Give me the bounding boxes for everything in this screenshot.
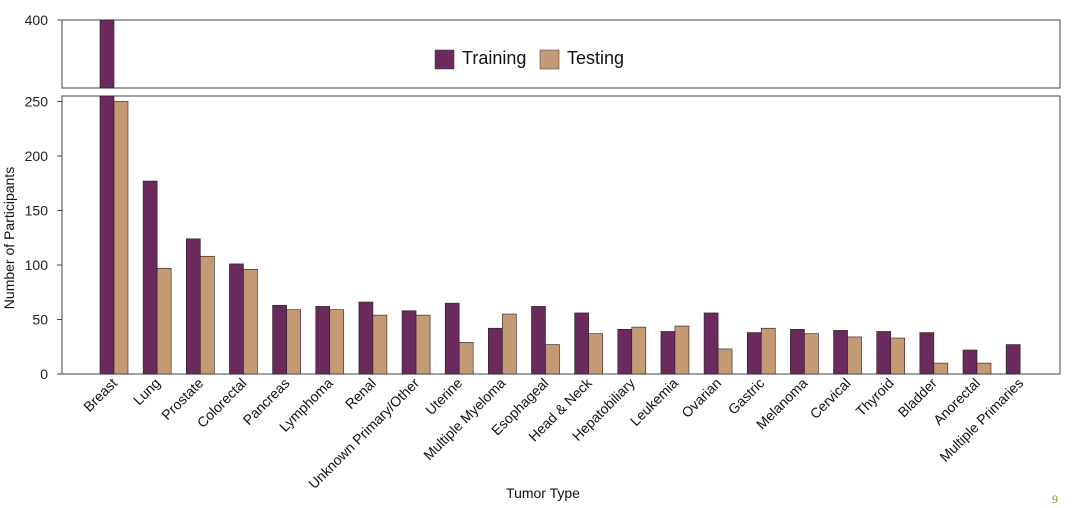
bar-training-renal [358, 301, 374, 375]
bar-training-prostate [186, 238, 201, 375]
x-category-label: Uterine [422, 375, 465, 418]
bar-training-head-neck [574, 312, 589, 375]
bar-training-breast-lower [99, 95, 115, 375]
bar-testing-renal [372, 314, 388, 375]
y-axis-ticks: 0 50 100 150 200 250 400 [25, 12, 62, 382]
bar-training-uterine [444, 302, 460, 375]
x-category-label: Gastric [725, 375, 768, 418]
bar-testing-head-neck [588, 333, 603, 375]
bar-training-hepatobiliary [617, 329, 633, 375]
x-axis-title: Tumor Type [506, 485, 580, 501]
bar-testing-breast [113, 101, 129, 375]
x-category-label: Lung [130, 375, 163, 408]
bar-training-pancreas [272, 305, 287, 375]
bar-training-lymphoma [315, 306, 331, 375]
bar-testing-colorectal [243, 269, 258, 375]
legend: Training Testing [434, 48, 624, 70]
bar-training-cervical [833, 330, 848, 375]
legend-swatch-testing [539, 49, 560, 70]
bar-testing-gastric [760, 327, 776, 375]
bar-training-gastric [746, 332, 762, 375]
y-tick-label: 0 [40, 366, 48, 382]
x-category-label: Breast [80, 375, 120, 415]
x-category-label: Renal [342, 375, 379, 412]
bar-testing-prostate [200, 255, 215, 375]
bar-testing-cervical [847, 336, 862, 375]
y-tick-label: 150 [25, 202, 49, 218]
bar-training-ovarian [703, 312, 719, 375]
lower-plot-frame [61, 95, 1061, 375]
bar-testing-hepatobiliary [631, 326, 647, 375]
bar-training-anorectal [962, 349, 978, 375]
x-category-label: Leukemia [627, 375, 681, 429]
bar-testing-ovarian [717, 348, 733, 375]
bar-training-multiple-myeloma [488, 327, 503, 375]
bar-training-bladder [919, 332, 935, 375]
y-tick-label: 100 [25, 257, 49, 273]
bar-training-esophageal [531, 306, 546, 375]
bar-testing-pancreas [286, 309, 301, 375]
bar-testing-melanoma [804, 333, 819, 375]
bar-testing-bladder [933, 362, 949, 375]
bar-testing-thyroid [890, 337, 906, 375]
bar-testing-esophageal [545, 344, 560, 375]
x-category-label: Ovarian [678, 375, 724, 421]
bar-training-colorectal [229, 263, 244, 375]
y-tick-label: 50 [32, 311, 48, 327]
x-category-label: Cervical [807, 375, 854, 422]
bar-testing-uterine [458, 342, 474, 375]
bar-testing-lymphoma [329, 309, 345, 375]
bar-training-lung [142, 180, 158, 375]
upper-plot-frame [61, 19, 1061, 89]
page-number: 9 [1052, 492, 1058, 506]
bars-group [99, 19, 1021, 375]
bar-testing-unknown-primary-other [415, 314, 431, 375]
bar-testing-lung [156, 267, 172, 375]
bar-training-multiple-primaries [1005, 344, 1021, 375]
legend-swatch-training [434, 49, 455, 70]
y-tick-label: 250 [25, 93, 49, 109]
bar-testing-leukemia [674, 325, 690, 375]
y-axis-title: Number of Participants [1, 167, 17, 309]
y-tick-label: 200 [25, 148, 49, 164]
y-tick-label: 400 [25, 12, 49, 28]
bar-testing-multiple-myeloma [502, 313, 517, 375]
bar-training-leukemia [660, 331, 676, 375]
bar-training-thyroid [876, 331, 892, 375]
x-axis-category-labels: Breast LungProstateColorectalPancreasLymp… [80, 374, 1026, 492]
bar-training-unknown-primary-other [401, 310, 417, 375]
legend-label-training: Training [462, 48, 526, 68]
bar-training-breast-upper [99, 19, 115, 89]
x-category-label: Thyroid [852, 375, 896, 419]
legend-label-testing: Testing [567, 48, 624, 68]
bar-training-melanoma [790, 329, 805, 375]
bar-testing-anorectal [976, 362, 992, 375]
x-category-label: Multiple Primaries [936, 375, 1026, 465]
